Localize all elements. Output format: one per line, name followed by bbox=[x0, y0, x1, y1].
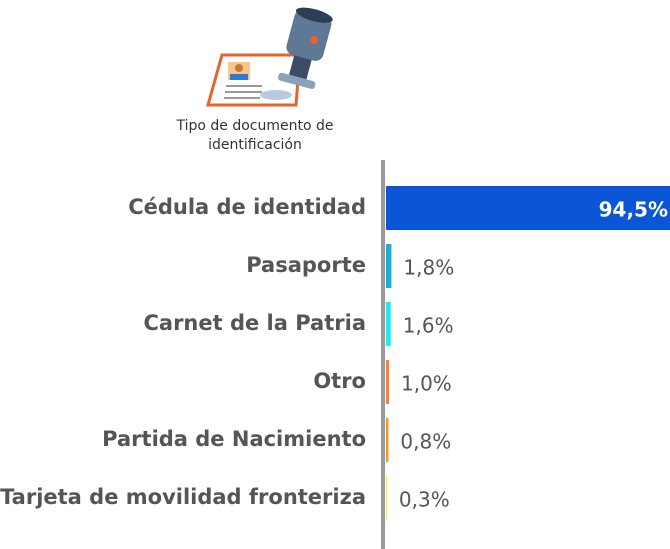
category-label: Cédula de identidad bbox=[128, 195, 366, 219]
value-label: 1,6% bbox=[403, 314, 454, 338]
chart-title: Tipo de documento de identificación bbox=[165, 117, 345, 155]
chart: Cédula de identidad 94,5% Pasaporte 1,8% Car… bbox=[0, 0, 670, 549]
value-label: 0,8% bbox=[400, 430, 451, 454]
bar bbox=[386, 476, 387, 520]
bar bbox=[386, 302, 391, 346]
value-label: 1,0% bbox=[401, 372, 452, 396]
category-label: Partida de Nacimiento bbox=[102, 427, 366, 451]
category-label: Pasaporte bbox=[246, 253, 366, 277]
value-label: 1,8% bbox=[403, 256, 454, 280]
category-label: Tarjeta de movilidad fronteriza bbox=[0, 485, 366, 509]
category-label: Carnet de la Patria bbox=[143, 311, 366, 335]
page: Cédula de identidad 94,5% Pasaporte 1,8% Car… bbox=[0, 0, 670, 549]
value-label: 94,5% bbox=[599, 198, 668, 222]
bar bbox=[386, 418, 388, 462]
value-label: 0,3% bbox=[399, 488, 450, 512]
bar bbox=[386, 360, 389, 404]
category-label: Otro bbox=[313, 369, 366, 393]
bar bbox=[386, 244, 391, 288]
document-icon bbox=[208, 5, 334, 105]
